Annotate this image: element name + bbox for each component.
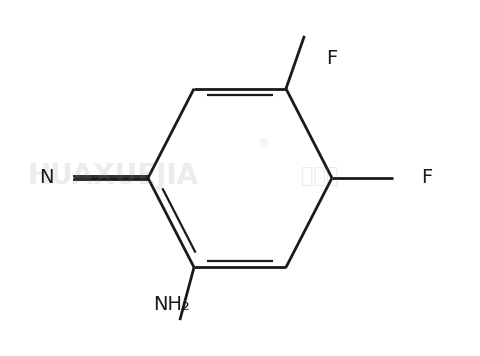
Text: N: N xyxy=(39,168,54,187)
Text: HUAXUEJIA: HUAXUEJIA xyxy=(28,162,199,190)
Text: NH₂: NH₂ xyxy=(153,295,190,314)
Text: F: F xyxy=(326,48,337,68)
Text: F: F xyxy=(421,168,433,187)
Text: 化学加: 化学加 xyxy=(301,166,339,186)
Text: ®: ® xyxy=(256,137,269,150)
